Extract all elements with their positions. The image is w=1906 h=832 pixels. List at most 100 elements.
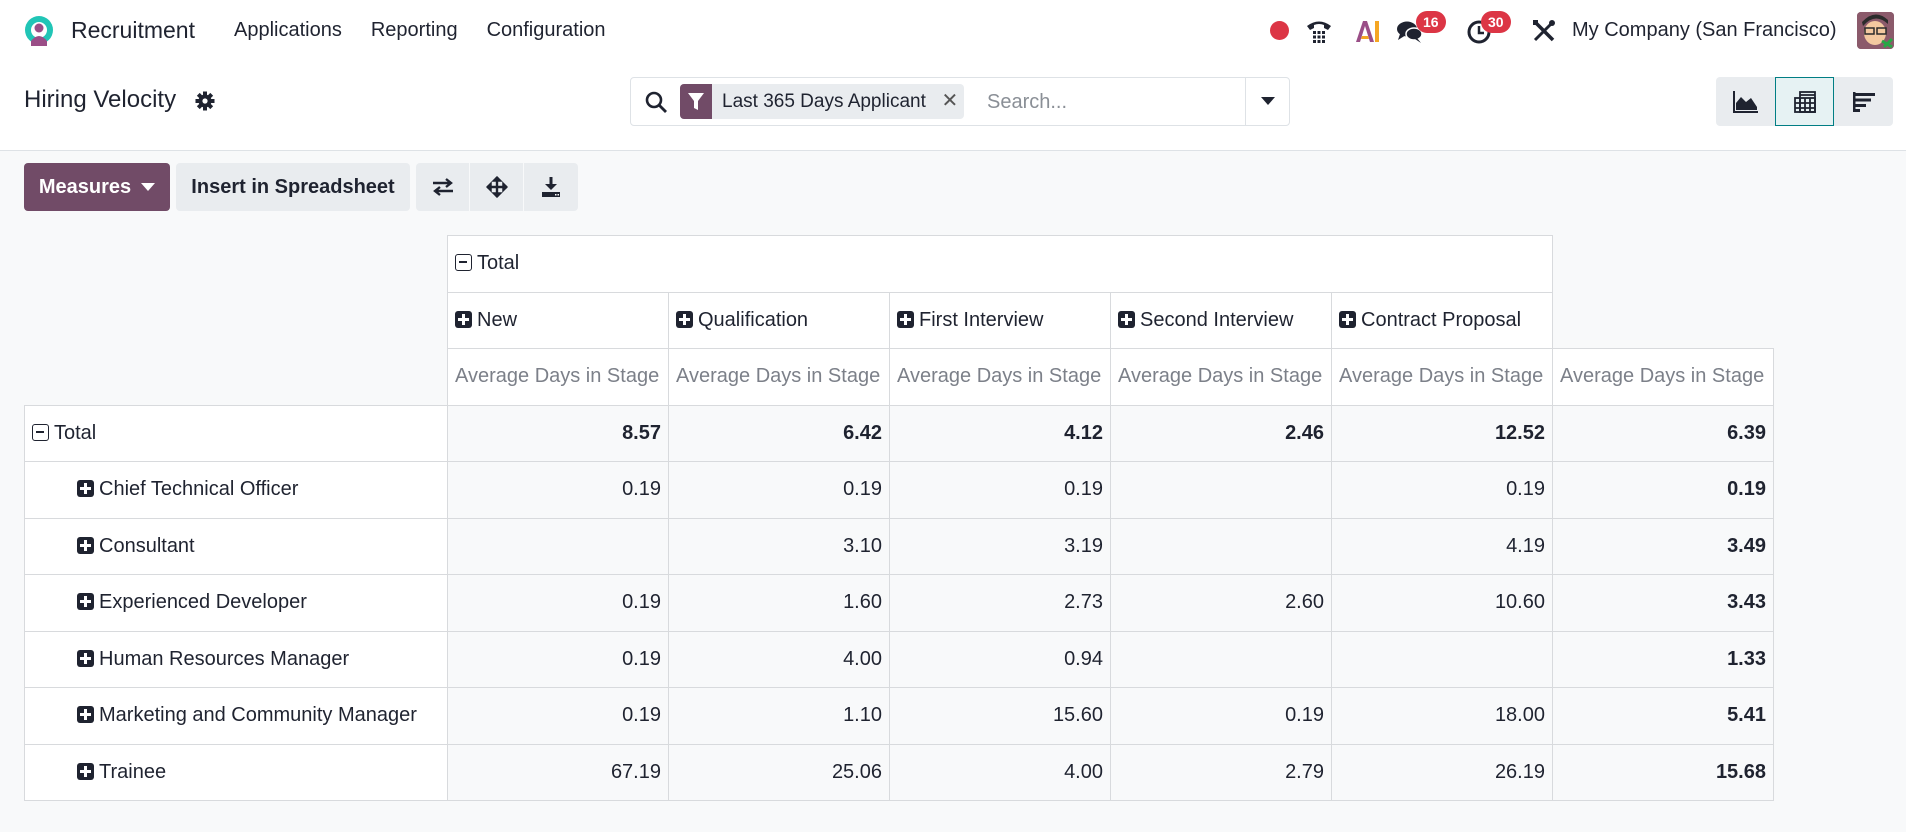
messages-icon[interactable] [1396,19,1424,45]
cell[interactable] [1110,517,1332,575]
row-header[interactable]: Chief Technical Officer [24,461,448,519]
row-header[interactable]: Consultant [24,517,448,575]
cell[interactable]: 0.19 [1331,461,1553,519]
col-header-second-interview[interactable]: Second Interview [1110,291,1332,349]
expand-plus-icon [897,310,914,328]
cell[interactable]: 1.60 [668,574,890,632]
expand-plus-icon [77,480,94,498]
collapse-minus-icon [32,423,49,441]
measures-dropdown-button[interactable]: Measures [24,163,170,211]
app-name[interactable]: Recruitment [71,17,195,43]
search-icon[interactable] [644,90,668,114]
expand-plus-icon [1118,310,1135,328]
cell[interactable] [1331,630,1553,688]
download-button[interactable] [524,163,578,211]
company-switcher[interactable]: My Company (San Francisco) [1572,19,1837,41]
cell[interactable]: 67.19 [447,743,669,801]
gear-icon[interactable] [195,91,215,111]
cell[interactable]: 12.52 [1331,404,1553,462]
menu-reporting[interactable]: Reporting [370,19,458,41]
measure-header[interactable]: Average Days in Stage [447,348,669,406]
cell[interactable]: 2.73 [889,574,1111,632]
expand-plus-icon [77,649,94,667]
user-avatar[interactable] [1857,12,1894,49]
cell[interactable]: 0.19 [1110,687,1332,745]
filter-facet-label: Last 365 Days Applicant [722,91,926,112]
cell-row-total[interactable]: 15.68 [1552,743,1774,801]
col-header-new[interactable]: New [447,291,669,349]
insert-in-spreadsheet-button[interactable]: Insert in Spreadsheet [176,163,410,211]
row-header-total[interactable]: Total [24,404,448,462]
cell[interactable] [1110,461,1332,519]
cell[interactable]: 10.60 [1331,574,1553,632]
cell-row-total[interactable]: 3.43 [1552,574,1774,632]
menu-configuration[interactable]: Configuration [486,19,606,41]
measure-header[interactable]: Average Days in Stage [668,348,890,406]
row-header[interactable]: Trainee [24,743,448,801]
cell[interactable]: 6.42 [668,404,890,462]
view-pivot-button[interactable] [1775,77,1834,126]
recruitment-logo-icon[interactable] [22,14,56,48]
view-graph-button[interactable] [1716,77,1775,126]
expand-plus-icon [77,706,94,724]
cell[interactable]: 4.12 [889,404,1111,462]
table-row: Chief Technical Officer 0.19 0.19 0.19 0… [24,461,1774,519]
cell-row-total[interactable]: 1.33 [1552,630,1774,688]
measure-header[interactable]: Average Days in Stage [1110,348,1332,406]
cell[interactable]: 0.19 [668,461,890,519]
cell[interactable]: 2.46 [1110,404,1332,462]
table-row: Trainee 67.19 25.06 4.00 2.79 26.19 15.6… [24,743,1774,801]
menu-applications[interactable]: Applications [234,19,342,41]
cell[interactable] [447,517,669,575]
col-header-qualification[interactable]: Qualification [668,291,890,349]
cell[interactable]: 4.00 [668,630,890,688]
cell[interactable]: 0.19 [447,574,669,632]
cell[interactable]: 2.79 [1110,743,1332,801]
expand-all-button[interactable] [470,163,524,211]
cell[interactable]: 0.19 [889,461,1111,519]
move-arrows-icon [485,176,508,198]
row-header[interactable]: Marketing and Community Manager [24,687,448,745]
cell[interactable]: 3.10 [668,517,890,575]
col-header-first-interview[interactable]: First Interview [889,291,1111,349]
cell[interactable]: 0.19 [447,461,669,519]
measure-header[interactable]: Average Days in Stage [1552,348,1774,406]
activities-badge: 30 [1481,11,1511,33]
measure-header[interactable]: Average Days in Stage [889,348,1111,406]
measure-header[interactable]: Average Days in Stage [1331,348,1553,406]
cell[interactable]: 0.19 [447,687,669,745]
cell[interactable]: 25.06 [668,743,890,801]
cell[interactable]: 1.10 [668,687,890,745]
cell[interactable]: 15.60 [889,687,1111,745]
search-options-toggle[interactable] [1245,78,1289,125]
search-input[interactable] [987,86,1237,118]
cell[interactable]: 18.00 [1331,687,1553,745]
download-icon [542,177,560,197]
ai-icon[interactable] [1354,18,1380,44]
remove-facet-close-icon[interactable]: ✕ [941,90,959,112]
table-row: Marketing and Community Manager 0.19 1.1… [24,687,1774,745]
phone-icon[interactable] [1305,17,1333,45]
cell[interactable]: 8.57 [447,404,669,462]
tools-icon[interactable] [1532,19,1556,43]
cell[interactable]: 4.00 [889,743,1111,801]
cell-row-total[interactable]: 3.49 [1552,517,1774,575]
col-header-contract-proposal[interactable]: Contract Proposal [1331,291,1553,349]
cell[interactable]: 0.94 [889,630,1111,688]
view-cohort-button[interactable] [1834,77,1893,126]
cell[interactable]: 2.60 [1110,574,1332,632]
cell-row-total[interactable]: 6.39 [1552,404,1774,462]
flip-axis-button[interactable] [416,163,470,211]
cell[interactable]: 3.19 [889,517,1111,575]
area-chart-icon [1732,90,1758,113]
row-header[interactable]: Human Resources Manager [24,630,448,688]
cell-row-total[interactable]: 5.41 [1552,687,1774,745]
col-header-total[interactable]: Total [447,235,1553,293]
record-dot-icon[interactable] [1270,21,1289,40]
cell[interactable] [1110,630,1332,688]
cell[interactable]: 26.19 [1331,743,1553,801]
cell[interactable]: 0.19 [447,630,669,688]
row-header[interactable]: Experienced Developer [24,574,448,632]
cell-row-total[interactable]: 0.19 [1552,461,1774,519]
cell[interactable]: 4.19 [1331,517,1553,575]
